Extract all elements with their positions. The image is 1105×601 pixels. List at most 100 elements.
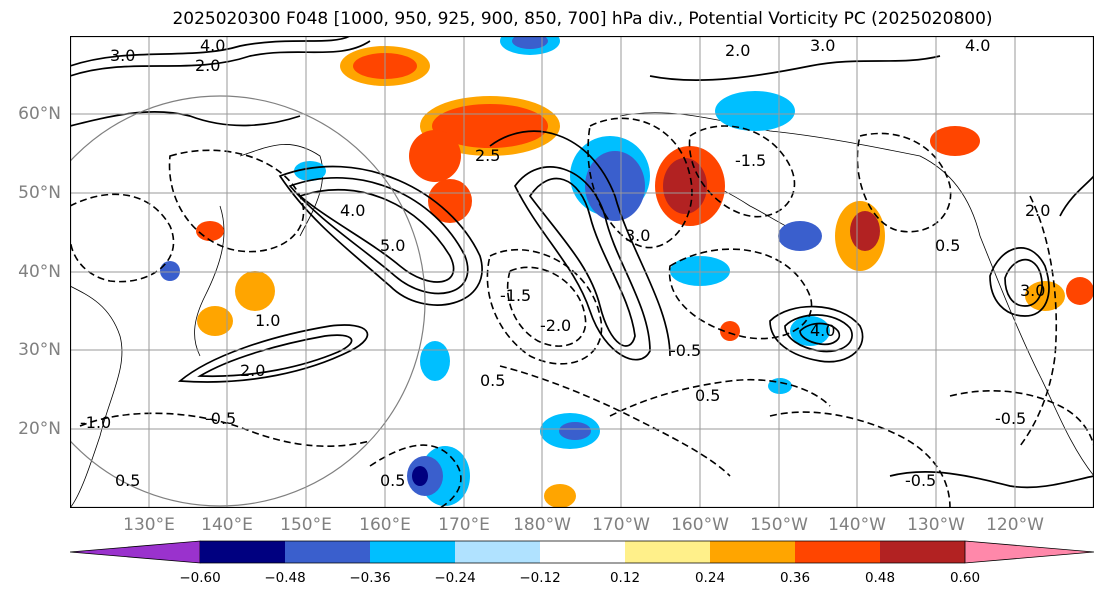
anomaly-positive (930, 126, 980, 156)
colorbar-svg (69, 540, 1095, 564)
contour-label: 2.0 (240, 361, 265, 380)
contour-line (486, 248, 603, 365)
alaska-coast (619, 112, 981, 237)
lat-label-60n: 60°N (18, 104, 61, 124)
contour-line (197, 334, 353, 378)
contour-line (587, 117, 693, 249)
contour-label: 0.5 (380, 471, 405, 490)
contour-label: 0.5 (115, 471, 140, 490)
contour-line (70, 36, 351, 67)
anomaly-negative (160, 261, 180, 281)
contour-label: 0.5 (480, 371, 505, 390)
contour-line (609, 378, 831, 417)
lat-label-30n: 30°N (18, 340, 61, 360)
anomaly-positive (544, 484, 576, 508)
contour-line (769, 411, 951, 508)
lon-label: 130°E (123, 515, 175, 535)
colorbar-segment (795, 541, 880, 563)
contour-label: -2.0 (540, 316, 571, 335)
contour-label: -0.5 (205, 409, 236, 428)
colorbar-tick-label: 0.60 (949, 570, 981, 586)
lon-label: 130°W (907, 515, 965, 535)
colorbar-tick-label: 0.12 (609, 570, 641, 586)
contour-label: 4.0 (340, 201, 365, 220)
contour-line (1004, 258, 1043, 307)
north-america-coast (979, 235, 1094, 477)
contour-line (168, 149, 305, 253)
colorbar-tick-label: 0.24 (694, 570, 726, 586)
contour-label: 1.0 (255, 311, 280, 330)
contour-label: 3.0 (110, 46, 135, 65)
contour-line (369, 444, 462, 508)
contour-label: 3.0 (810, 36, 835, 55)
contour-label: 2.0 (1025, 201, 1050, 220)
contour-line (668, 248, 813, 340)
colorbar-segment (285, 541, 370, 563)
contour-label: 4.0 (965, 36, 990, 55)
lat-label-50n: 50°N (18, 183, 61, 203)
contour-line (499, 365, 731, 477)
gridlines (70, 36, 1094, 508)
contour-line (1059, 175, 1094, 217)
colorbar-extend-left (69, 540, 201, 564)
contour-label: 4.0 (810, 321, 835, 340)
anomaly-negative (715, 91, 795, 131)
colorbar-segment (370, 541, 455, 563)
kamchatka-coast (239, 144, 324, 237)
colorbar-segment (200, 541, 285, 563)
anomaly-positive (196, 221, 224, 241)
anomaly-positive (432, 104, 548, 148)
anomaly-negative (412, 466, 428, 486)
contour-label: -1.5 (500, 286, 531, 305)
lat-label-20n: 20°N (18, 419, 61, 439)
positive-contours (70, 36, 1094, 489)
anomaly-positive (235, 271, 275, 311)
map-title: 2025020300 F048 [1000, 950, 925, 900, 85… (172, 9, 993, 29)
lon-label: 150°E (280, 515, 332, 535)
map-panel: 4.0 3.0 2.0 1.0 2.0 5.0 4.0 2.5 3.0 4.0 … (70, 36, 1094, 508)
contour-label: -1.5 (735, 151, 766, 170)
asia-coast (70, 285, 123, 508)
anomaly-negative (512, 36, 548, 49)
anomaly-positive (197, 306, 233, 336)
contour-label: 2.0 (725, 41, 750, 60)
colorbar-tick-label: −0.12 (519, 570, 561, 586)
contour-line (70, 193, 175, 283)
contour-line (288, 177, 469, 295)
map-frame (70, 36, 1094, 508)
colorbar-tick-label: 0.36 (779, 570, 811, 586)
contour-label: -0.5 (670, 341, 701, 360)
contour-labels: 4.0 3.0 2.0 1.0 2.0 5.0 4.0 2.5 3.0 4.0 … (80, 36, 1050, 490)
colorbar (69, 540, 1095, 564)
lon-label: 170°W (592, 515, 650, 535)
contour-label: 2.0 (195, 56, 220, 75)
colorbar-segment (625, 541, 710, 563)
anomaly-positive (428, 179, 472, 223)
contour-label: 0.5 (935, 236, 960, 255)
lon-label: 120°W (986, 515, 1044, 535)
colorbar-tick-label: −0.48 (264, 570, 306, 586)
contour-line (784, 314, 853, 353)
colorbar-extend-right (964, 540, 1095, 564)
anomaly-negative (294, 161, 326, 181)
contour-line (1019, 195, 1058, 447)
contour-label: 4.0 (200, 36, 225, 55)
contour-line (799, 322, 841, 346)
lon-label: 150°W (750, 515, 808, 535)
contour-label: -0.5 (995, 409, 1026, 428)
contour-line (70, 111, 301, 127)
contour-label: 0.5 (695, 386, 720, 405)
contour-line (514, 166, 651, 361)
lon-label: 160°W (671, 515, 729, 535)
contour-label: -0.5 (905, 471, 936, 490)
colorbar-segment (455, 541, 540, 563)
map-canvas: 4.0 3.0 2.0 1.0 2.0 5.0 4.0 2.5 3.0 4.0 … (70, 36, 1094, 508)
contour-line (506, 266, 587, 347)
contour-line (769, 305, 864, 363)
contour-label: 2.5 (475, 146, 500, 165)
contour-line (70, 40, 371, 77)
lon-label: 180°W (513, 515, 571, 535)
anomaly-negative (778, 221, 822, 251)
contour-label: -1.0 (80, 413, 111, 432)
contour-line (649, 55, 941, 81)
